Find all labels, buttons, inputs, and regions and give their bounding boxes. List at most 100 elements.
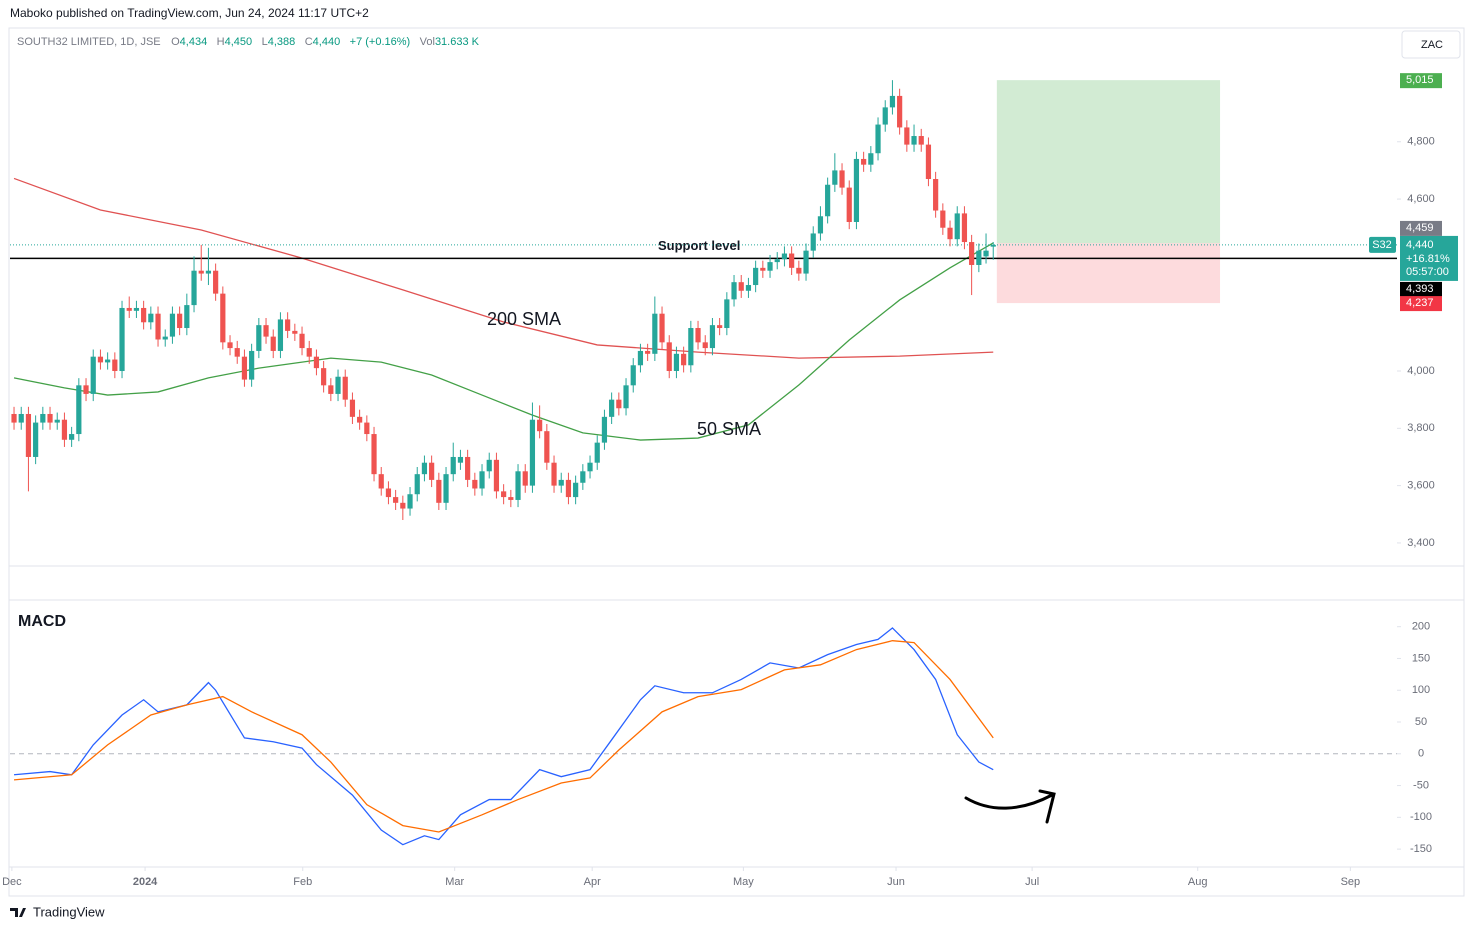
last-change: +16.81% [1406, 253, 1450, 265]
candle-body [717, 325, 723, 329]
y-tick-label: 3,400 [1407, 537, 1435, 549]
candle-body [256, 325, 262, 351]
candle-body [97, 356, 104, 363]
candle-body [961, 213, 968, 243]
series-line [13, 242, 994, 441]
candle-body [954, 213, 960, 240]
x-tick-label: May [733, 876, 754, 888]
candle-body [25, 413, 32, 457]
ohlc-value: 4,388 [268, 36, 296, 48]
candle-body [126, 307, 132, 311]
candle-body [465, 456, 471, 480]
candle-body [133, 307, 140, 311]
candle-body [321, 368, 327, 386]
symbol: SOUTH32 LIMITED, 1D, JSE [17, 36, 161, 48]
candle-body [537, 419, 543, 432]
x-tick-label: Apr [584, 876, 601, 888]
ohlc-key: C [305, 36, 313, 48]
volume: 31.633 K [435, 36, 480, 48]
change: +7 (+0.16%) [350, 36, 411, 48]
candle-body [429, 462, 435, 480]
candle-body [544, 431, 550, 463]
candle-body [767, 262, 773, 271]
candle-body [630, 365, 636, 386]
x-tick-label: Aug [1188, 876, 1208, 888]
candle-body [342, 376, 348, 400]
candle-body [69, 434, 75, 440]
candle-body [61, 419, 68, 440]
candle-body [357, 416, 363, 423]
currency-button[interactable]: ZAC [1401, 30, 1461, 59]
candle-body [825, 184, 831, 217]
candle-body [616, 399, 622, 409]
candle-body [414, 474, 420, 495]
series-line [13, 640, 994, 833]
candle-body [724, 299, 730, 329]
candle-body [753, 267, 759, 286]
brand: TradingView [33, 904, 105, 919]
candle-body [241, 356, 248, 380]
symbol-tag [1369, 236, 1396, 253]
candle-body [457, 456, 464, 463]
candle-body [731, 282, 737, 300]
y-tick-label: 4,600 [1407, 193, 1435, 205]
candle-body [558, 479, 564, 486]
y-tick-label: -150 [1410, 843, 1432, 855]
candle-body [875, 124, 881, 154]
candle-body [508, 497, 514, 500]
candle-body [292, 330, 298, 334]
candle-body [393, 497, 399, 503]
y-tick-label: 4,000 [1407, 365, 1435, 377]
x-tick-label: Mar [445, 876, 464, 888]
y-tick-label: 150 [1412, 652, 1430, 664]
y-tick-label: 3,600 [1407, 480, 1435, 492]
ohlc-key: L [262, 36, 268, 48]
candle-body [227, 342, 233, 349]
candle-body [796, 267, 802, 274]
candle-body [421, 462, 428, 475]
ohlc-key: H [217, 36, 225, 48]
candle-body [436, 479, 442, 503]
candle-body [515, 471, 521, 500]
candle-body [472, 479, 478, 489]
price-tag [1400, 281, 1442, 297]
y-tick-label: 3,800 [1407, 422, 1435, 434]
currency[interactable]: ZAC [1421, 39, 1443, 51]
candle-body [551, 462, 557, 486]
candle-body [349, 399, 356, 417]
x-tick-label: 2024 [133, 876, 158, 888]
candle-body [141, 307, 147, 323]
candle-body [177, 313, 183, 329]
candle-body [904, 127, 910, 145]
y-tick-label: 4,800 [1407, 136, 1435, 148]
candle-body [990, 244, 996, 247]
candle-body [897, 95, 903, 128]
candle-body [198, 270, 204, 274]
symbol-label: S32 [1372, 239, 1392, 251]
pane-title: MACD [18, 613, 66, 630]
y-tick-label: -100 [1410, 811, 1432, 823]
candle-body [695, 328, 701, 343]
candle-body [645, 350, 651, 354]
candle-body [270, 336, 276, 351]
candle-body [652, 313, 658, 354]
candle-body [789, 253, 795, 268]
hand-drawn-arrow [964, 789, 1056, 824]
candle-body [868, 153, 874, 165]
series-line [13, 627, 994, 846]
candle-body [587, 462, 593, 472]
price-tag [1400, 73, 1442, 89]
candle-body [940, 210, 946, 228]
candle-body [371, 434, 377, 475]
price-tag-label: 4,459 [1406, 222, 1434, 234]
candle-body [637, 350, 644, 366]
y-tick-label: 50 [1415, 716, 1427, 728]
target-zone [996, 80, 1221, 244]
y-tick-label: 0 [1418, 748, 1424, 760]
candle-body [184, 305, 190, 329]
currency-box[interactable] [1401, 30, 1461, 59]
candle-body [623, 385, 629, 409]
price-tag-label: 4,237 [1406, 297, 1434, 309]
candle-body [918, 136, 924, 145]
candle-body [983, 250, 989, 257]
